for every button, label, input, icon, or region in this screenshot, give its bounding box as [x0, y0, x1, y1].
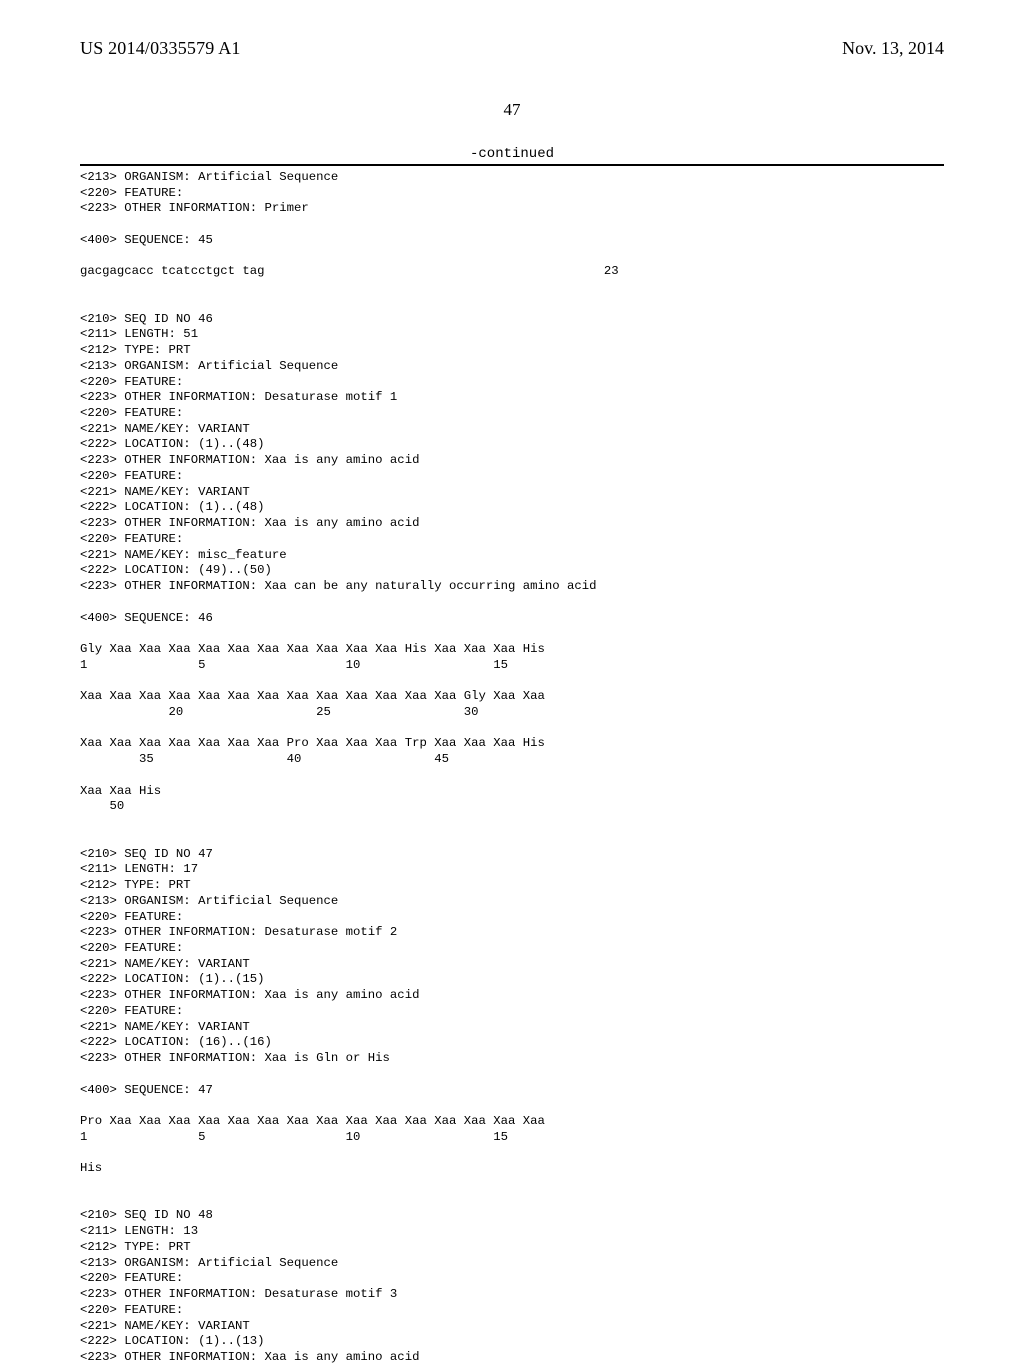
divider-top	[80, 164, 944, 166]
continued-label: -continued	[80, 146, 944, 162]
page-number: 47	[80, 100, 944, 120]
publication-number: US 2014/0335579 A1	[80, 38, 241, 59]
patent-page: US 2014/0335579 A1 Nov. 13, 2014 47 -con…	[0, 0, 1024, 1320]
sequence-listing: <213> ORGANISM: Artificial Sequence <220…	[80, 170, 944, 1366]
publication-date: Nov. 13, 2014	[842, 38, 944, 59]
